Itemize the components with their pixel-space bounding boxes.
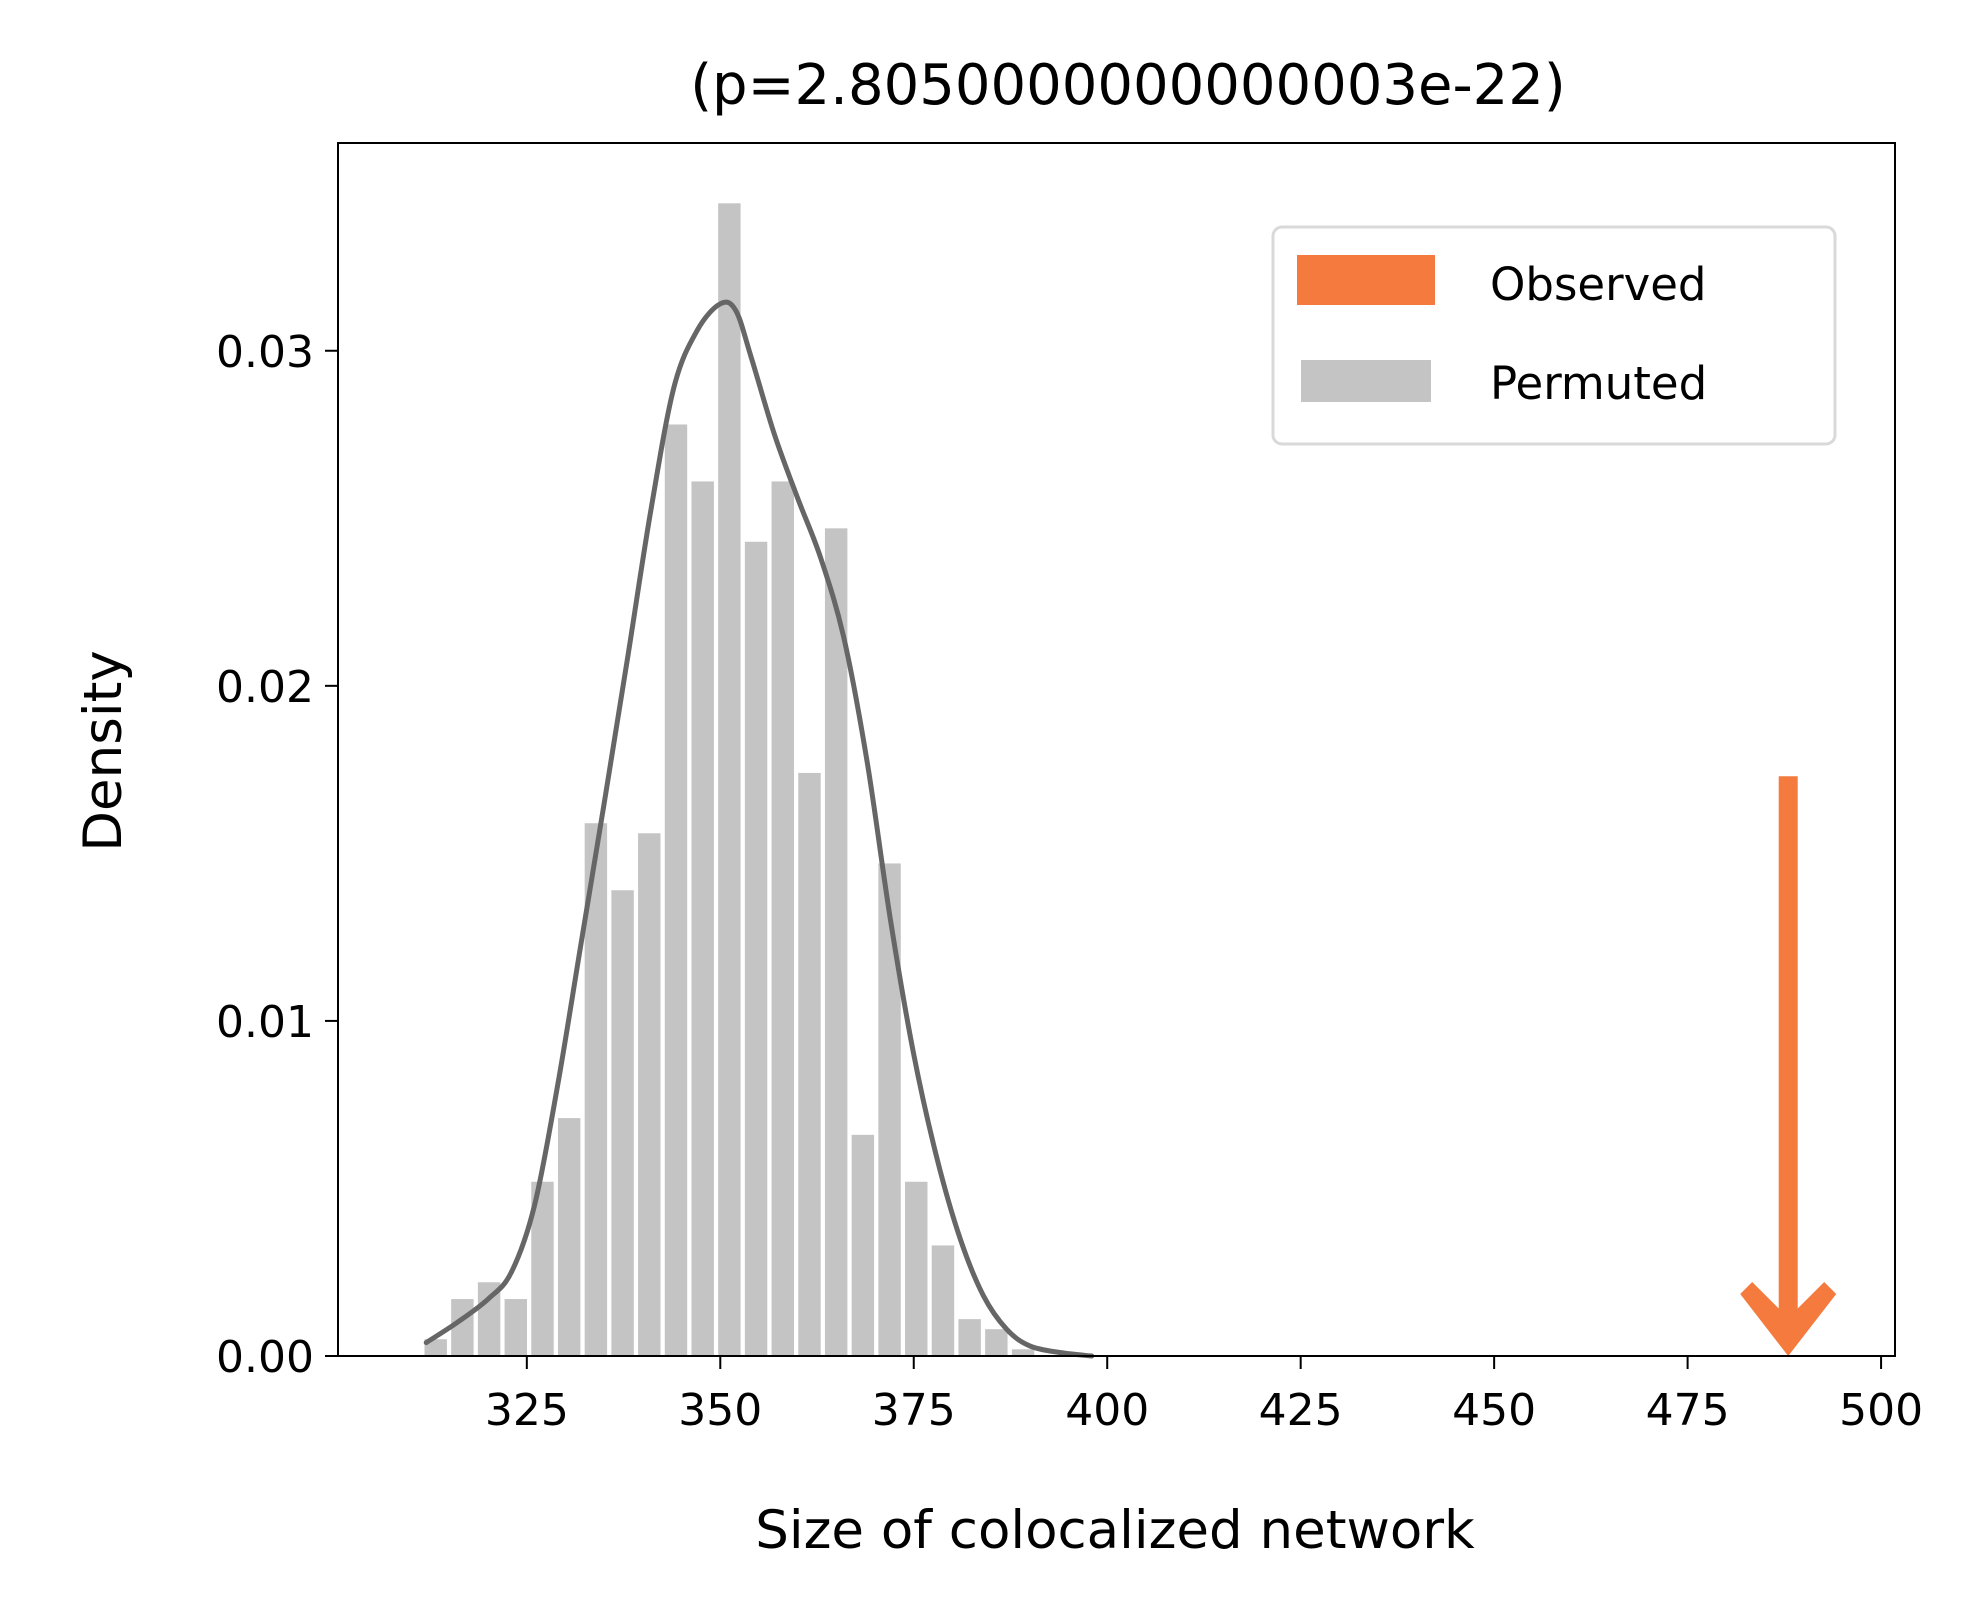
x-axis-ticks: 325 350 375 400 425 450 475 500 [485, 1356, 1923, 1436]
y-tick-label: 0.02 [216, 662, 314, 713]
histogram-bar [958, 1319, 981, 1356]
x-tick-label: 450 [1452, 1385, 1536, 1436]
histogram-bar [824, 528, 848, 1356]
y-tick-label: 0.00 [216, 1332, 314, 1383]
legend-label-observed: Observed [1490, 258, 1707, 311]
y-tick-label: 0.03 [216, 327, 314, 378]
histogram-bar [771, 481, 794, 1356]
histogram-bar [744, 541, 768, 1356]
histogram-bar [504, 1299, 528, 1356]
histogram-bar [531, 1181, 554, 1356]
x-tick-label: 400 [1065, 1385, 1149, 1436]
histogram-bar [451, 1299, 474, 1356]
x-axis-label: Size of colocalized network [755, 1500, 1475, 1561]
histogram-bar [664, 424, 688, 1356]
histogram-bar [985, 1329, 1008, 1356]
histogram-bar [611, 890, 634, 1356]
histogram-bar [878, 863, 901, 1356]
plot-frame [337, 142, 1896, 1357]
x-tick-label: 350 [678, 1385, 762, 1436]
histogram-bar [638, 833, 661, 1356]
histogram-bar [851, 1134, 875, 1356]
observed-marker [1740, 776, 1837, 1356]
x-tick-label: 425 [1259, 1385, 1343, 1436]
x-tick-label: 475 [1646, 1385, 1730, 1436]
y-axis-ticks: 0.00 0.01 0.02 0.03 [216, 327, 338, 1383]
histogram-bar [691, 481, 714, 1356]
legend-swatch-observed [1297, 255, 1435, 305]
histogram-bar [931, 1245, 955, 1356]
histogram-bar [557, 1118, 581, 1356]
x-tick-label: 500 [1839, 1385, 1923, 1436]
histogram-bar [584, 823, 608, 1356]
kde-curve [423, 299, 1095, 1359]
y-axis-label: Density [73, 650, 134, 852]
legend: Observed Permuted [1271, 225, 1837, 446]
histogram-bar [798, 772, 821, 1356]
histogram-bar [424, 1339, 447, 1356]
chart-title: (p=2.8050000000000003e-22) [690, 53, 1566, 118]
y-tick-label: 0.01 [216, 997, 314, 1048]
kde-curve-layer [423, 299, 1095, 1359]
legend-label-permuted: Permuted [1490, 357, 1707, 410]
histogram-bar [905, 1181, 928, 1356]
legend-swatch-permuted [1301, 360, 1431, 402]
histogram-bar [718, 203, 741, 1356]
histogram-bar [1011, 1349, 1035, 1356]
x-tick-label: 375 [872, 1385, 956, 1436]
x-tick-label: 325 [485, 1385, 569, 1436]
permuted-histogram [424, 203, 1035, 1356]
observed-arrow-head [1740, 1282, 1837, 1356]
